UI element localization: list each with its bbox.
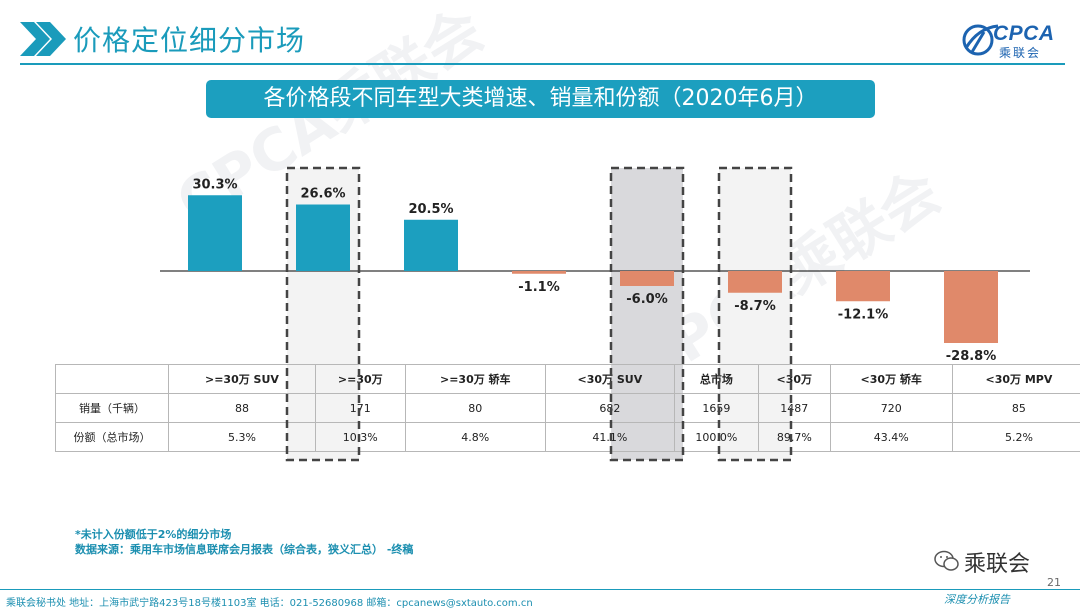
data-source-note: 数据来源：乘用车市场信息联席会月报表（综合表，狭义汇总） -终稿 bbox=[75, 541, 413, 557]
footer-divider bbox=[0, 589, 1080, 590]
footer-report-label: 深度分析报告 bbox=[944, 591, 1010, 607]
highlight-frame bbox=[719, 168, 791, 460]
footnote: *未计入份额低于2%的细分市场 bbox=[75, 526, 231, 542]
wechat-icon bbox=[934, 548, 960, 574]
footer-contact: 乘联会秘书处 地址：上海市武宁路423号18号楼1103室 电话：021-526… bbox=[6, 594, 533, 609]
highlight-frame bbox=[287, 168, 359, 460]
page-number: 21 bbox=[1047, 576, 1061, 589]
highlight-frame bbox=[611, 168, 683, 460]
wechat-account-name: 乘联会 bbox=[964, 546, 1030, 578]
